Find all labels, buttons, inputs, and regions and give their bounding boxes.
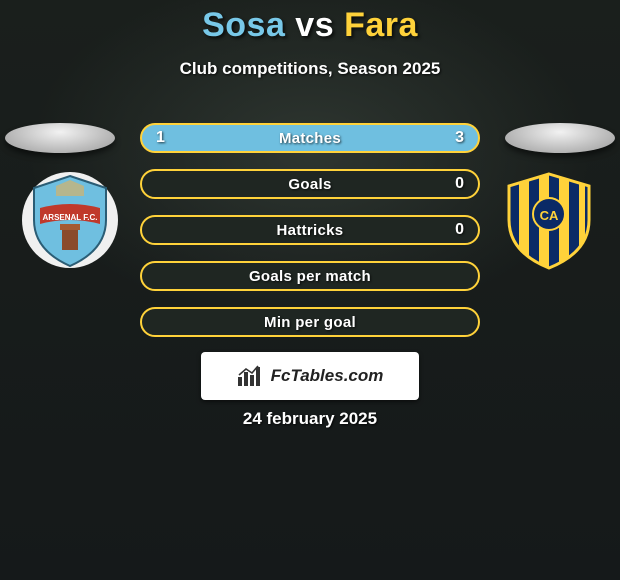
brand-text: FcTables.com <box>271 366 384 386</box>
player-left-oval <box>5 123 115 153</box>
svg-text:ARSENAL F.C.: ARSENAL F.C. <box>43 213 98 222</box>
crest-right: CA <box>499 170 599 270</box>
stat-left-value: 1 <box>156 129 165 147</box>
stat-label: Goals <box>142 176 478 193</box>
svg-text:CA: CA <box>540 208 559 223</box>
player-right-oval <box>505 123 615 153</box>
stat-label: Min per goal <box>142 314 478 331</box>
stat-right-value: 3 <box>455 129 464 147</box>
stat-label: Goals per match <box>142 268 478 285</box>
stat-label: Matches <box>142 130 478 147</box>
brand-box: FcTables.com <box>201 352 419 400</box>
stat-row: Goals0 <box>140 169 480 199</box>
shield-icon: CA <box>499 170 599 270</box>
page-title: Sosa vs Fara <box>0 0 620 45</box>
title-separator: vs <box>285 6 344 44</box>
bar-chart-icon <box>237 365 265 387</box>
player-left-name: Sosa <box>202 6 285 44</box>
date-label: 24 february 2025 <box>0 409 620 429</box>
stat-row: Goals per match <box>140 261 480 291</box>
stat-right-value: 0 <box>455 175 464 193</box>
player-right-name: Fara <box>344 6 418 44</box>
crest-left: ARSENAL F.C. <box>20 170 120 270</box>
stat-row: 1Matches3 <box>140 123 480 153</box>
stat-label: Hattricks <box>142 222 478 239</box>
stat-row: Hattricks0 <box>140 215 480 245</box>
stat-right-value: 0 <box>455 221 464 239</box>
subtitle: Club competitions, Season 2025 <box>0 59 620 79</box>
stat-row: Min per goal <box>140 307 480 337</box>
shield-icon: ARSENAL F.C. <box>20 170 120 270</box>
